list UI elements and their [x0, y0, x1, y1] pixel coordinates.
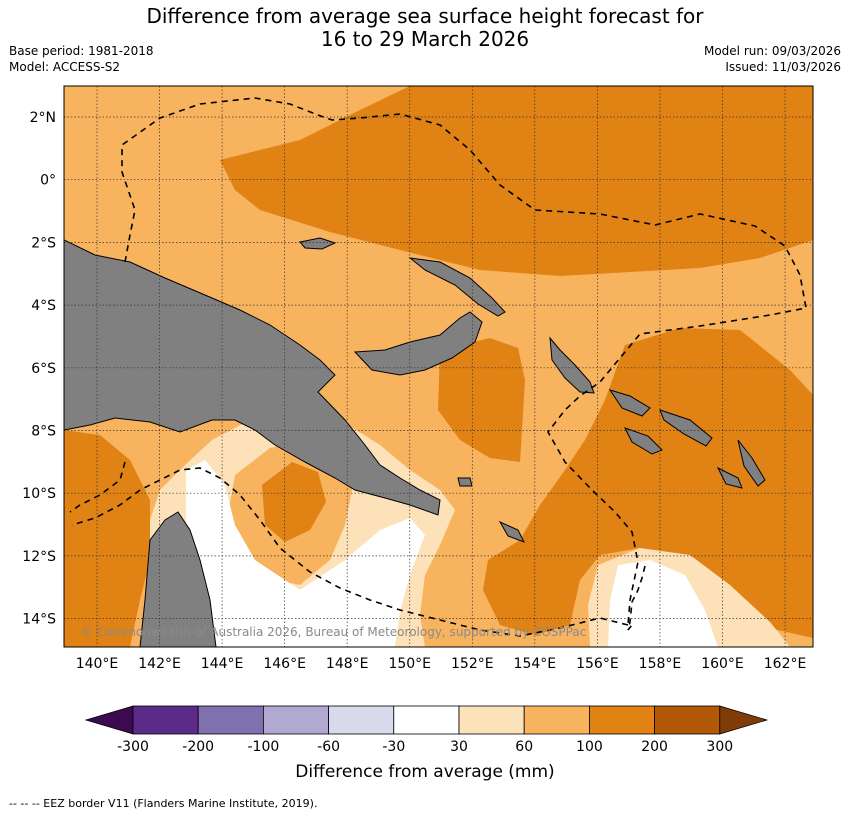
map-title: Difference from average sea surface heig…	[0, 5, 850, 51]
title-line-1: Difference from average sea surface heig…	[146, 4, 704, 28]
longitude-tick-label: 140°E	[76, 656, 119, 672]
eez-west-boundary	[69, 461, 126, 513]
choiseul-island	[608, 389, 651, 417]
eez-australia-boundary	[71, 467, 629, 637]
anomaly-100-200-core	[262, 462, 326, 542]
colorbar-swatch	[197, 705, 264, 735]
malaita-island	[737, 439, 766, 487]
colorbar-tick-label: 200	[641, 739, 668, 755]
longitude-tick-label: 158°E	[639, 656, 682, 672]
colorbar-tick-label: 60	[515, 739, 533, 755]
longitude-tick-label: 162°E	[764, 656, 807, 672]
latitude-tick-label: 14°S	[22, 612, 56, 628]
colorbar-swatch	[328, 705, 395, 735]
colorbar-extend-min	[84, 705, 134, 735]
guadalcanal-island	[624, 427, 663, 455]
latitude-tick-label: 4°S	[31, 298, 56, 314]
model-name: Model: ACCESS-S2	[9, 60, 121, 74]
anomaly-near-zero-southeast	[608, 560, 718, 647]
colorbar-tick-label: -300	[117, 739, 149, 755]
longitude-tick-label: 148°E	[326, 656, 369, 672]
longitude-tick-label: 150°E	[388, 656, 431, 672]
colorbar-swatch	[262, 705, 329, 735]
anomaly-100-200-east-region	[483, 328, 813, 638]
new-guinea-island	[64, 239, 441, 516]
colorbar-swatch	[654, 705, 721, 735]
longitude-tick-label: 146°E	[263, 656, 306, 672]
colorbar-swatch	[393, 705, 460, 735]
eez-footnote: -- -- -- EEZ border V11 (Flanders Marine…	[9, 797, 318, 810]
eez-borders	[69, 97, 807, 637]
colorbar-tick-label: 300	[706, 739, 733, 755]
colorbar-swatch	[523, 705, 590, 735]
louisiade-archipelago	[498, 520, 526, 543]
longitude-tick-label: 152°E	[451, 656, 494, 672]
colorbar: -300 -200 -100 -60 -30 30 60 100 200 300	[84, 705, 769, 755]
eez-southeast-boundary	[627, 565, 646, 631]
land-masses	[64, 237, 766, 647]
colorbar-extend-max	[719, 705, 769, 735]
manus-island	[299, 237, 337, 250]
longitude-tick-label: 156°E	[576, 656, 619, 672]
colorbar-swatch	[589, 705, 656, 735]
longitude-tick-label: 144°E	[201, 656, 244, 672]
latitude-tick-label: 12°S	[22, 549, 56, 565]
longitude-ticks: 140°E 142°E 144°E 146°E 148°E 150°E 152°E 154°E…	[76, 656, 807, 672]
eez-png-boundary	[121, 97, 807, 626]
anomaly-100-200-west-strip	[64, 430, 150, 647]
colorbar-title: Difference from average (mm)	[295, 762, 555, 782]
new-ireland-island	[408, 257, 506, 317]
base-period: Base period: 1981-2018	[9, 44, 154, 58]
colorbar-tick-label: -60	[317, 739, 340, 755]
latitude-tick-label: 8°S	[31, 424, 56, 440]
meta-right: Model run: 09/03/2026 Issued: 11/03/2026	[704, 43, 841, 75]
map-plot-area: © Commonwealth of Australia 2026, Bureau…	[64, 86, 813, 647]
latitude-tick-label: 2°S	[31, 235, 56, 251]
anomaly-100-200-central-blob	[438, 338, 525, 462]
trobriand-islands	[457, 477, 473, 487]
title-line-2: 16 to 29 March 2026	[320, 27, 530, 51]
colorbar-tick-label: -200	[182, 739, 214, 755]
cape-york-peninsula	[139, 511, 217, 647]
latitude-ticks: 2°N 0° 2°S 4°S 6°S 8°S 10°S 12°S 14°S	[22, 110, 56, 628]
makira-island	[716, 466, 743, 489]
longitude-tick-label: 142°E	[138, 656, 181, 672]
copyright-notice: © Commonwealth of Australia 2026, Bureau…	[81, 625, 586, 639]
latitude-tick-label: 0°	[40, 173, 56, 189]
model-run: Model run: 09/03/2026	[703, 44, 841, 58]
meta-left: Base period: 1981-2018 Model: ACCESS-S2	[9, 43, 154, 75]
issued-date: Issued: 11/03/2026	[725, 60, 841, 74]
santa-isabel-island	[659, 409, 713, 447]
colorbar-swatch	[132, 705, 199, 735]
longitude-tick-label: 154°E	[514, 656, 557, 672]
bougainville-island	[549, 336, 595, 394]
colorbar-tick-label: -30	[382, 739, 405, 755]
latitude-tick-label: 10°S	[22, 486, 56, 502]
longitude-tick-label: 160°E	[701, 656, 744, 672]
anomaly-near-zero-southwest	[186, 460, 425, 647]
colorbar-tick-label: 100	[576, 739, 603, 755]
latitude-tick-label: 2°N	[30, 110, 56, 126]
map-frame	[63, 85, 814, 648]
anomaly-100-200-north-band	[220, 86, 813, 276]
latitude-tick-label: 6°S	[31, 361, 56, 377]
colorbar-tick-label: -100	[248, 739, 280, 755]
colorbar-tick-label: 30	[450, 739, 468, 755]
gridlines	[64, 86, 813, 647]
colorbar-swatch	[458, 705, 525, 735]
